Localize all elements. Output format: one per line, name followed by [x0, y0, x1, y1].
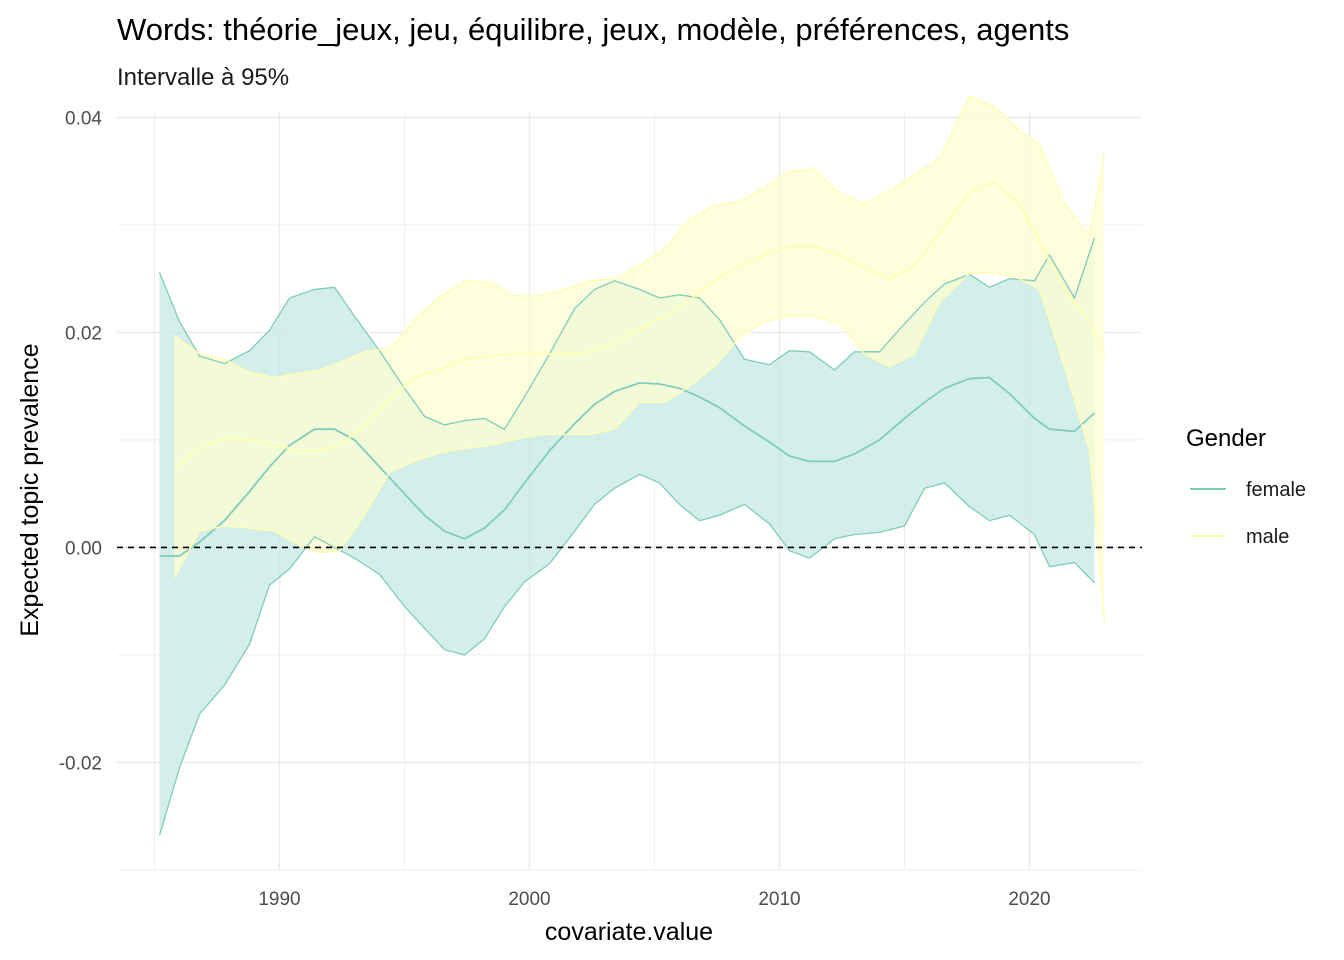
x-tick-label: 2020	[1008, 889, 1050, 910]
upper-bound-female	[158, 237, 1096, 431]
lower-bound-male	[173, 272, 1106, 623]
lower-bound-female	[158, 473, 1095, 836]
estimate-line-female	[159, 376, 1096, 557]
legend-title: Gender	[1186, 425, 1266, 452]
legend-label-female: female	[1246, 479, 1306, 501]
series-lines	[158, 95, 1106, 836]
legend: Gender female male	[1186, 425, 1306, 548]
x-axis-title: covariate.value	[545, 918, 713, 946]
x-axis-ticks: 1990 2000 2010 2020	[258, 889, 1050, 910]
x-tick-label: 2010	[758, 889, 800, 910]
y-tick-label: -0.02	[59, 753, 102, 774]
y-tick-label: 0.00	[65, 538, 102, 559]
x-tick-label: 2000	[508, 889, 550, 910]
y-axis-ticks: -0.02 0.00 0.02 0.04	[59, 108, 103, 774]
confidence-bands	[159, 95, 1105, 836]
legend-label-male: male	[1246, 526, 1289, 548]
estimate-line-male	[173, 180, 1106, 470]
chart-title: Words: théorie_jeux, jeu, équilibre, jeu…	[117, 12, 1069, 47]
upper-bound-male	[174, 95, 1106, 379]
y-axis-title: Expected topic prevalence	[16, 343, 44, 636]
y-tick-label: 0.04	[65, 108, 102, 129]
chart-subtitle: Intervalle à 95%	[117, 64, 289, 91]
y-tick-label: 0.02	[65, 323, 102, 344]
band-male	[174, 95, 1105, 623]
x-tick-label: 1990	[258, 889, 300, 910]
